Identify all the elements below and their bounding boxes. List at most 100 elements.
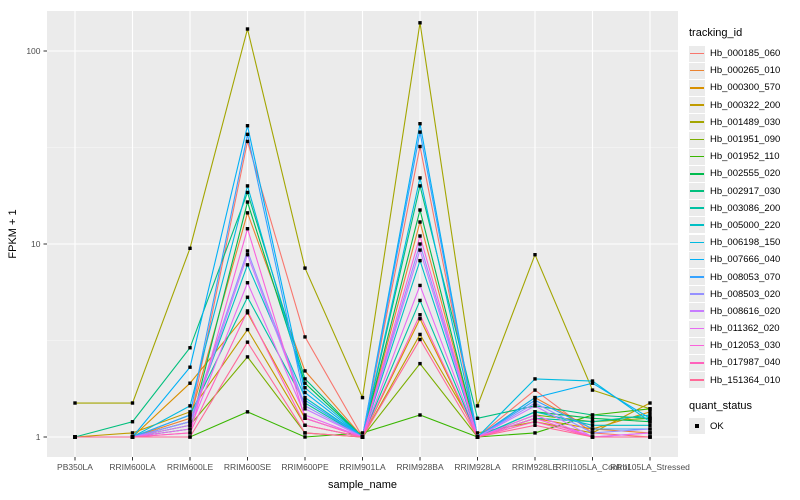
legend-item: Hb_151364_010	[689, 372, 797, 389]
data-point	[303, 386, 307, 390]
line-swatch-icon	[690, 224, 704, 227]
legend-key-swatch	[689, 79, 705, 96]
legend-item: Hb_001489_030	[689, 114, 797, 131]
data-point	[590, 413, 595, 417]
data-point	[533, 420, 537, 424]
legend-item-label: Hb_008616_020	[710, 305, 781, 317]
data-point	[418, 317, 422, 321]
y-tick-label: 100	[26, 46, 40, 56]
x-tick-label: RRIM600LE	[167, 462, 214, 472]
line-swatch-icon	[690, 138, 704, 141]
legend-item-label: Hb_003086_200	[710, 202, 781, 214]
data-point	[188, 381, 192, 385]
line-swatch-icon	[690, 104, 704, 106]
data-point	[188, 246, 192, 250]
data-point	[418, 298, 422, 303]
data-point	[418, 361, 422, 366]
data-point	[188, 410, 192, 414]
data-point	[648, 431, 652, 435]
legend-key-swatch	[689, 269, 705, 286]
y-tick-label: 1	[36, 432, 41, 442]
data-point	[648, 420, 652, 424]
data-point	[590, 420, 595, 424]
data-point	[303, 377, 307, 381]
data-point	[188, 423, 192, 427]
data-point	[648, 423, 652, 427]
data-point	[303, 335, 307, 339]
data-point	[303, 266, 307, 270]
line-swatch-icon	[690, 361, 704, 364]
legend-item: Hb_007666_040	[689, 251, 797, 268]
data-point	[418, 144, 422, 149]
data-point	[533, 404, 537, 408]
legend-item: Hb_001951_090	[689, 131, 797, 148]
data-point	[648, 427, 652, 431]
data-point	[533, 253, 537, 257]
legend-key-swatch	[689, 286, 705, 303]
data-point	[648, 416, 652, 420]
legend-items: Hb_000185_060 Hb_000265_010 Hb_000300_570 H…	[689, 45, 797, 389]
legend-item-label: Hb_008503_020	[710, 288, 781, 300]
legend-key-swatch	[689, 45, 705, 62]
data-point	[533, 423, 537, 427]
line-swatch-icon	[690, 276, 704, 278]
data-point	[245, 27, 250, 31]
line-swatch-icon	[690, 86, 704, 89]
data-point	[130, 435, 135, 439]
legend-key-swatch	[689, 148, 705, 165]
line-swatch-icon	[690, 310, 704, 312]
legend-item-label: Hb_002917_030	[710, 185, 781, 197]
legend-item-label: Hb_011362_020	[710, 323, 780, 335]
legend-item-label: Hb_000265_010	[710, 65, 781, 77]
x-tick-label: RRIM928LE	[512, 462, 559, 472]
data-point	[245, 132, 250, 137]
data-point	[245, 263, 250, 267]
legend-item: Hb_011362_020	[689, 320, 797, 337]
data-point	[303, 395, 307, 400]
legend-key-swatch	[689, 114, 705, 131]
data-point	[418, 130, 422, 134]
point-legend-item: OK	[689, 418, 797, 435]
data-point	[418, 122, 422, 126]
data-point	[418, 332, 422, 337]
data-point	[360, 395, 365, 400]
data-point	[245, 227, 250, 231]
data-point	[303, 398, 307, 402]
legend-item: Hb_000185_060	[689, 45, 797, 62]
data-point	[245, 327, 250, 332]
x-tick-label: PB350LA	[57, 462, 93, 472]
line-swatch-icon	[690, 344, 704, 347]
legend-item: Hb_001952_110	[689, 148, 797, 165]
data-point	[245, 200, 250, 204]
data-point	[245, 124, 250, 128]
data-point	[188, 416, 192, 420]
legend-key-swatch	[689, 165, 705, 182]
data-point	[188, 365, 192, 369]
legend-item: Hb_000265_010	[689, 62, 797, 79]
data-point	[303, 401, 307, 405]
line-swatch-icon	[690, 69, 704, 72]
line-swatch-icon	[690, 155, 704, 158]
x-tick-label: RRII105LA_Stressed	[610, 462, 690, 472]
x-tick-label: RRIM600PE	[281, 462, 329, 472]
line-swatch-icon	[690, 258, 704, 261]
data-point	[590, 435, 595, 439]
line-swatch-icon	[690, 190, 704, 192]
legend-key-swatch	[689, 200, 705, 217]
data-point	[533, 431, 537, 435]
legend-item-label: Hb_001489_030	[710, 116, 781, 128]
data-point	[73, 401, 77, 405]
data-point	[188, 420, 192, 424]
legend-key-swatch	[689, 372, 705, 389]
data-point	[590, 423, 595, 427]
legend-item: Hb_002555_020	[689, 165, 797, 182]
legend-item-label: Hb_151364_010	[710, 374, 781, 386]
data-point	[533, 410, 537, 414]
line-swatch-icon	[690, 207, 704, 209]
y-axis-title: FPKM + 1	[7, 209, 19, 259]
data-point	[648, 410, 652, 414]
point-legend-title: quant_status	[689, 399, 752, 412]
data-point	[188, 413, 192, 417]
legend-key-swatch	[689, 234, 705, 251]
